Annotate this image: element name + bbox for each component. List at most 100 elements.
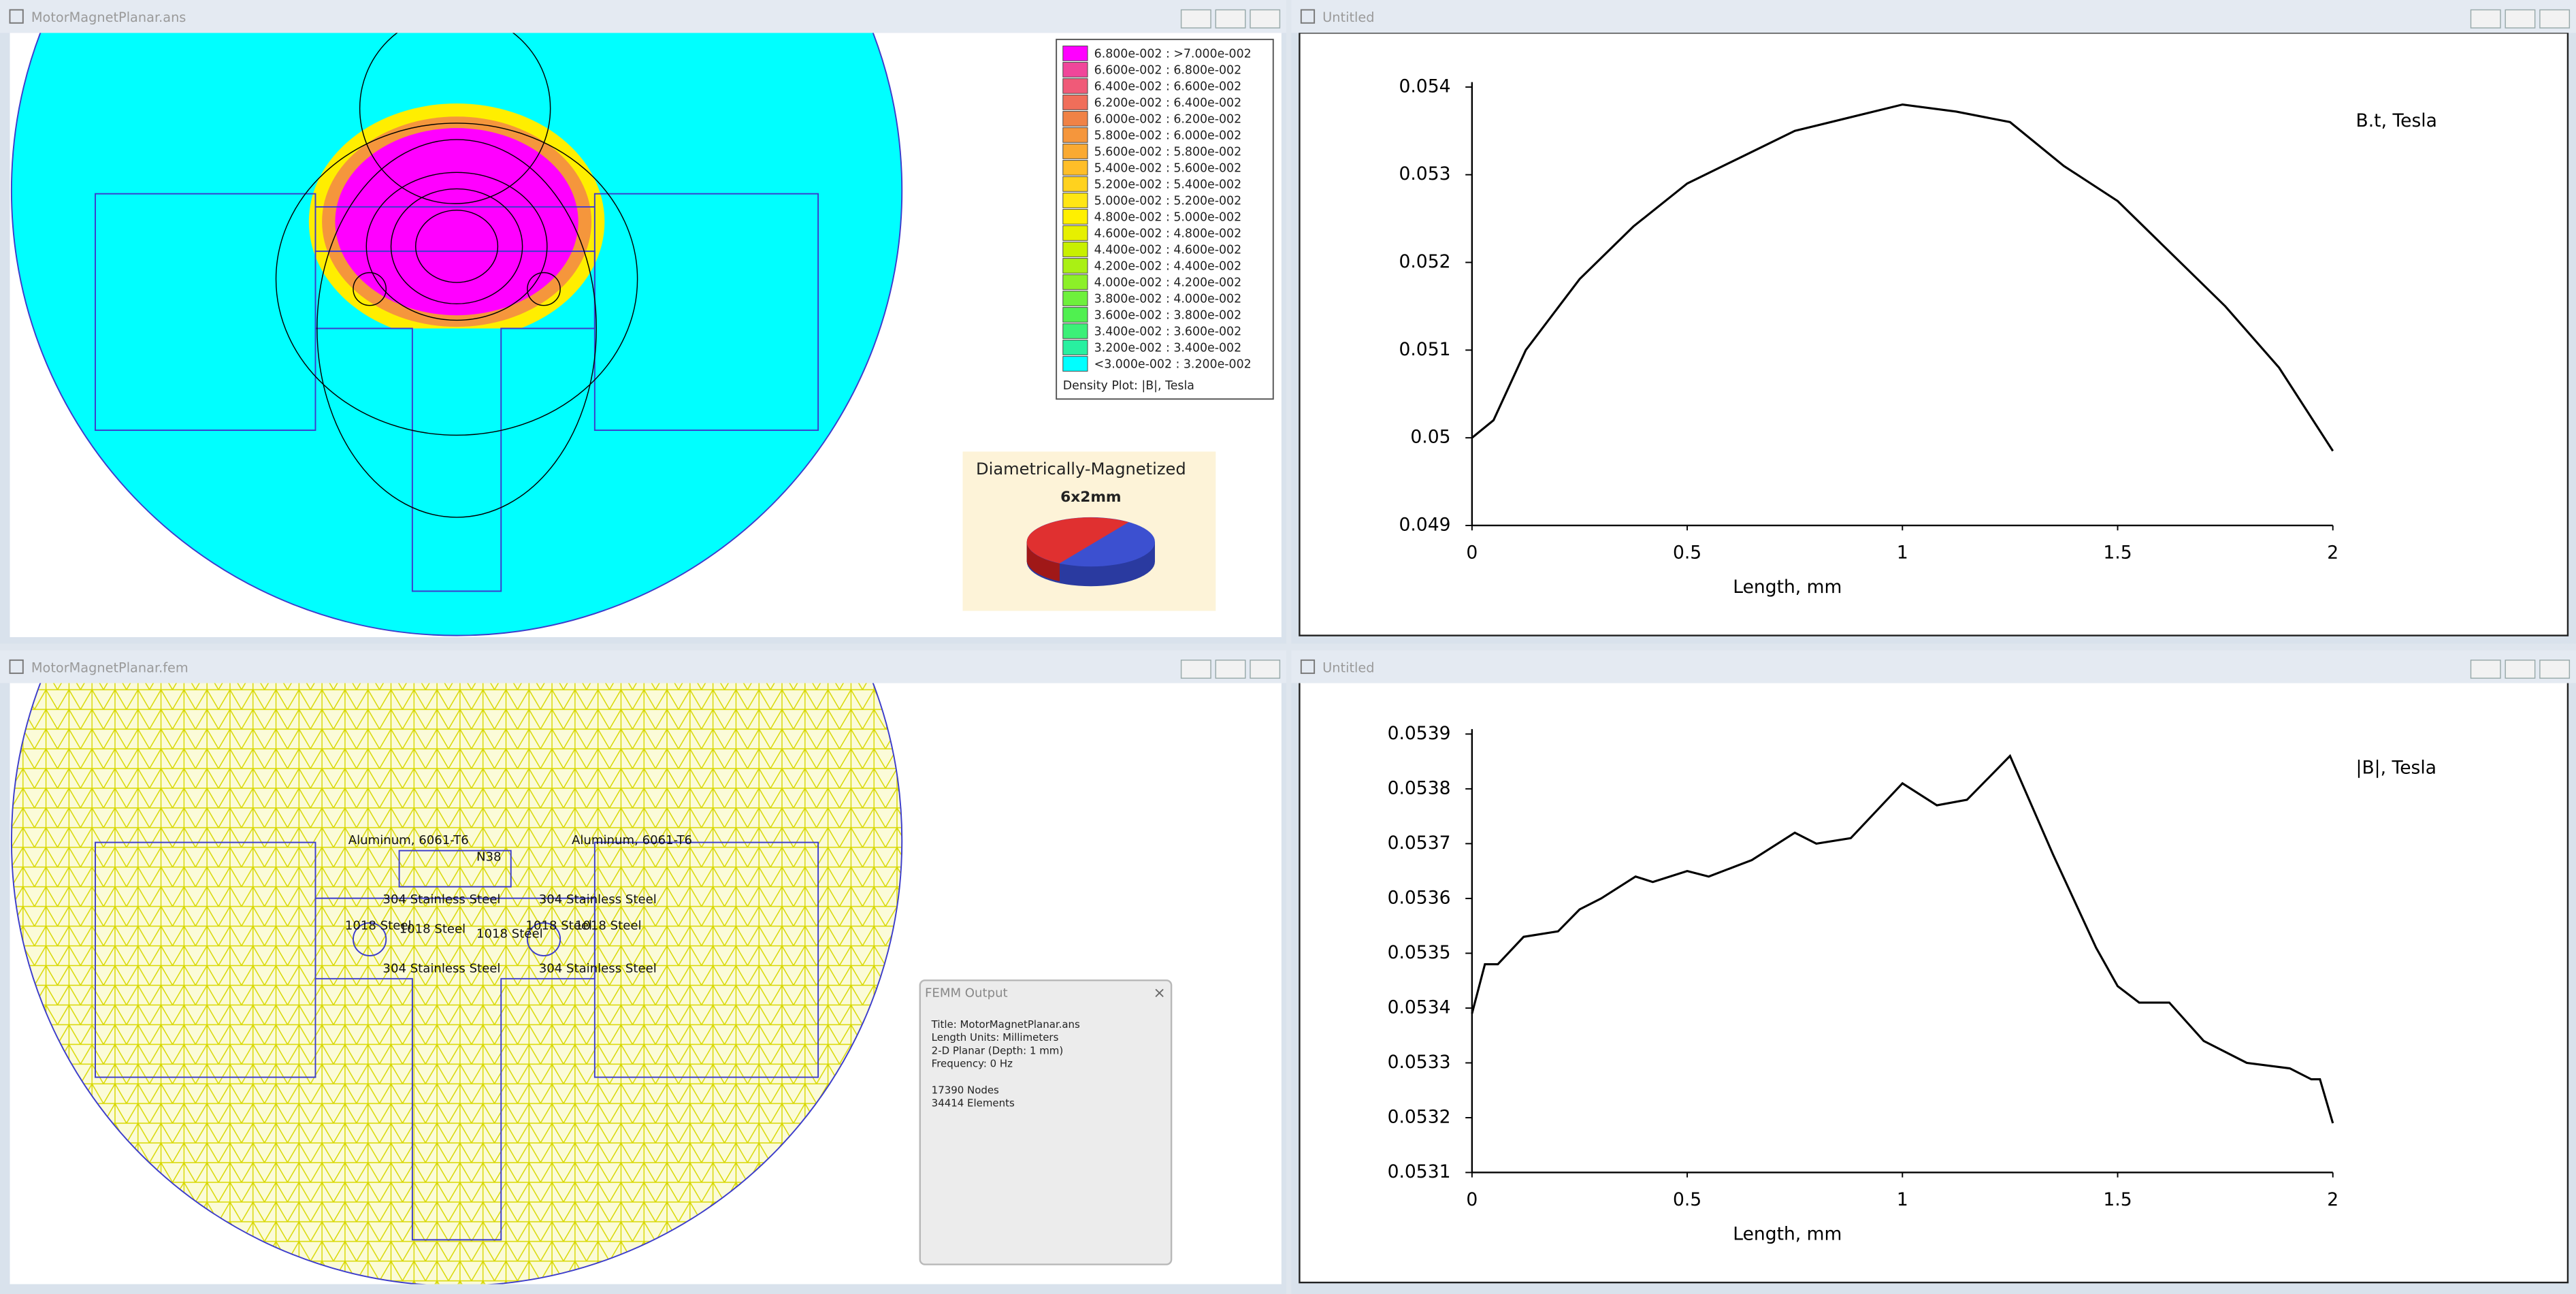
legend-swatch <box>1062 340 1088 355</box>
legend-swatch <box>1062 307 1088 323</box>
legend-label: 5.800e-002 : 6.000e-002 <box>1094 129 1242 143</box>
data-line <box>1471 103 2334 452</box>
x-tick-label: 0 <box>1466 542 1478 563</box>
window-title: MotorMagnetPlanar.ans <box>31 10 186 25</box>
annotation: B.t, Tesla <box>2356 110 2437 131</box>
output-line: 2-D Planar (Depth: 1 mm) <box>932 1044 1064 1056</box>
material-label: 304 Stainless Steel <box>382 892 500 907</box>
output-panel <box>919 980 1173 1265</box>
x-tick-label: 0.5 <box>1673 1189 1701 1210</box>
legend-swatch <box>1062 274 1088 290</box>
title-bar <box>1291 650 2576 683</box>
material-label: 1018 Steel <box>525 919 592 933</box>
legend-label: <3.000e-002 : 3.200e-002 <box>1094 358 1252 372</box>
legend-box <box>1056 38 1274 400</box>
close-button[interactable] <box>1250 660 1281 679</box>
legend-label: 5.400e-002 : 5.600e-002 <box>1094 162 1242 176</box>
y-tick-label: 0.052 <box>1399 251 1450 272</box>
material-label: 1018 Steel <box>575 919 642 933</box>
close-button[interactable] <box>1250 9 1281 29</box>
close-button[interactable] <box>2539 9 2571 29</box>
material-label: Aluminum, 6061-T6 <box>348 833 469 847</box>
window-chart-b: 0.0531 0.0532 0.0533 0.0534 0.0535 0.0536 0.05… <box>1291 650 2576 1294</box>
y-tick-label: 0.05 <box>1410 427 1450 448</box>
legend-label: 6.400e-002 : 6.600e-002 <box>1094 80 1242 94</box>
y-tick-label: 0.0535 <box>1388 942 1451 963</box>
legend-swatch <box>1062 323 1088 339</box>
legend-swatch <box>1062 127 1088 143</box>
y-tick-label: 0.0537 <box>1388 832 1451 854</box>
output-line: Title: MotorMagnetPlanar.ans <box>931 1018 1080 1031</box>
maximize-button[interactable] <box>2505 9 2536 29</box>
legend-label: 3.400e-002 : 3.600e-002 <box>1094 325 1242 339</box>
legend-label: 4.400e-002 : 4.600e-002 <box>1094 244 1242 257</box>
legend: 6.800e-002 : >7.000e-002 6.600e-002 : 6.8… <box>1062 46 1252 393</box>
x-tick-label: 0.5 <box>1673 542 1701 563</box>
y-tick-label: 0.049 <box>1399 514 1450 535</box>
window-title: Untitled <box>1322 660 1374 675</box>
minimize-button[interactable] <box>2470 9 2501 29</box>
window-icon <box>1300 659 1316 675</box>
x-tick-label: 1 <box>1897 1189 1908 1210</box>
window-mesh: Aluminum, 6061-T6 Aluminum, 6061-T6 N38 304… <box>0 650 1287 1294</box>
y-tick-label: 0.0536 <box>1388 887 1451 908</box>
annotation: |B|, Tesla <box>2356 758 2436 779</box>
legend-swatch <box>1062 78 1088 94</box>
legend-swatch <box>1062 62 1088 78</box>
magnet-icon <box>1026 517 1155 587</box>
title-bar <box>0 0 1287 33</box>
field-hotspot <box>308 103 605 329</box>
mesh-plot <box>11 679 903 1284</box>
y-tick-label: 0.0533 <box>1388 1052 1451 1073</box>
legend-label: 6.000e-002 : 6.200e-002 <box>1094 113 1242 127</box>
legend-swatch <box>1062 160 1088 176</box>
maximize-button[interactable] <box>1215 660 1246 679</box>
window-icon <box>9 9 24 24</box>
y-tick-label: 0.054 <box>1399 76 1450 97</box>
legend-swatch <box>1062 225 1088 241</box>
legend-swatch <box>1062 193 1088 208</box>
minimize-button[interactable] <box>1180 9 1211 29</box>
y-tick-label: 0.051 <box>1399 339 1450 360</box>
x-tick-label: 1 <box>1897 542 1908 563</box>
legend-swatch <box>1062 111 1088 127</box>
x-axis-label: Length, mm <box>1733 577 1842 598</box>
contour-lines <box>275 33 638 518</box>
title-bars: MotorMagnetPlanar.ans Untitled MotorMagnet… <box>0 0 2576 683</box>
legend-label: 6.600e-002 : 6.800e-002 <box>1094 64 1242 78</box>
legend-label: 6.200e-002 : 6.400e-002 <box>1094 97 1242 110</box>
window-title: MotorMagnetPlanar.fem <box>31 660 189 675</box>
y-tick-label: 0.0538 <box>1388 777 1451 798</box>
output-line: 34414 Elements <box>932 1097 1015 1110</box>
legend-swatch <box>1062 46 1088 61</box>
window-chart-bt: 0.049 0.05 0.051 0.052 0.053 0.054 0 0.5 1 1.5 2 Le… <box>1291 0 2576 644</box>
domain-circle <box>11 33 903 636</box>
legend-swatch <box>1062 176 1088 192</box>
plot-area <box>1299 32 2569 636</box>
maximize-button[interactable] <box>2505 660 2536 679</box>
y-tick-label: 0.053 <box>1399 163 1450 184</box>
legend-label: 5.000e-002 : 5.200e-002 <box>1094 195 1242 208</box>
material-label: 304 Stainless Steel <box>539 892 657 907</box>
y-tick-label: 0.0534 <box>1388 997 1451 1018</box>
output-line: Length Units: Millimeters <box>932 1031 1059 1044</box>
legend-swatch <box>1062 291 1088 306</box>
legend-swatch <box>1062 258 1088 274</box>
title-bar <box>1291 0 2576 33</box>
x-axis-label: Length, mm <box>1733 1224 1842 1245</box>
legend-label: 3.200e-002 : 3.400e-002 <box>1094 342 1242 355</box>
mesh-circle <box>11 679 903 1284</box>
legend-label: 4.600e-002 : 4.800e-002 <box>1094 227 1242 241</box>
close-button[interactable] <box>2539 660 2571 679</box>
geometry <box>95 841 819 1241</box>
minimize-button[interactable] <box>2470 660 2501 679</box>
x-tick-label: 0 <box>1466 1189 1478 1210</box>
maximize-button[interactable] <box>1215 9 1246 29</box>
minimize-button[interactable] <box>1180 660 1211 679</box>
output-close[interactable]: × <box>1154 985 1166 1002</box>
legend-label: 4.800e-002 : 5.000e-002 <box>1094 211 1242 225</box>
legend-swatch <box>1062 356 1088 372</box>
data-line <box>1471 754 2334 1124</box>
legend-label: 4.200e-002 : 4.400e-002 <box>1094 260 1242 274</box>
